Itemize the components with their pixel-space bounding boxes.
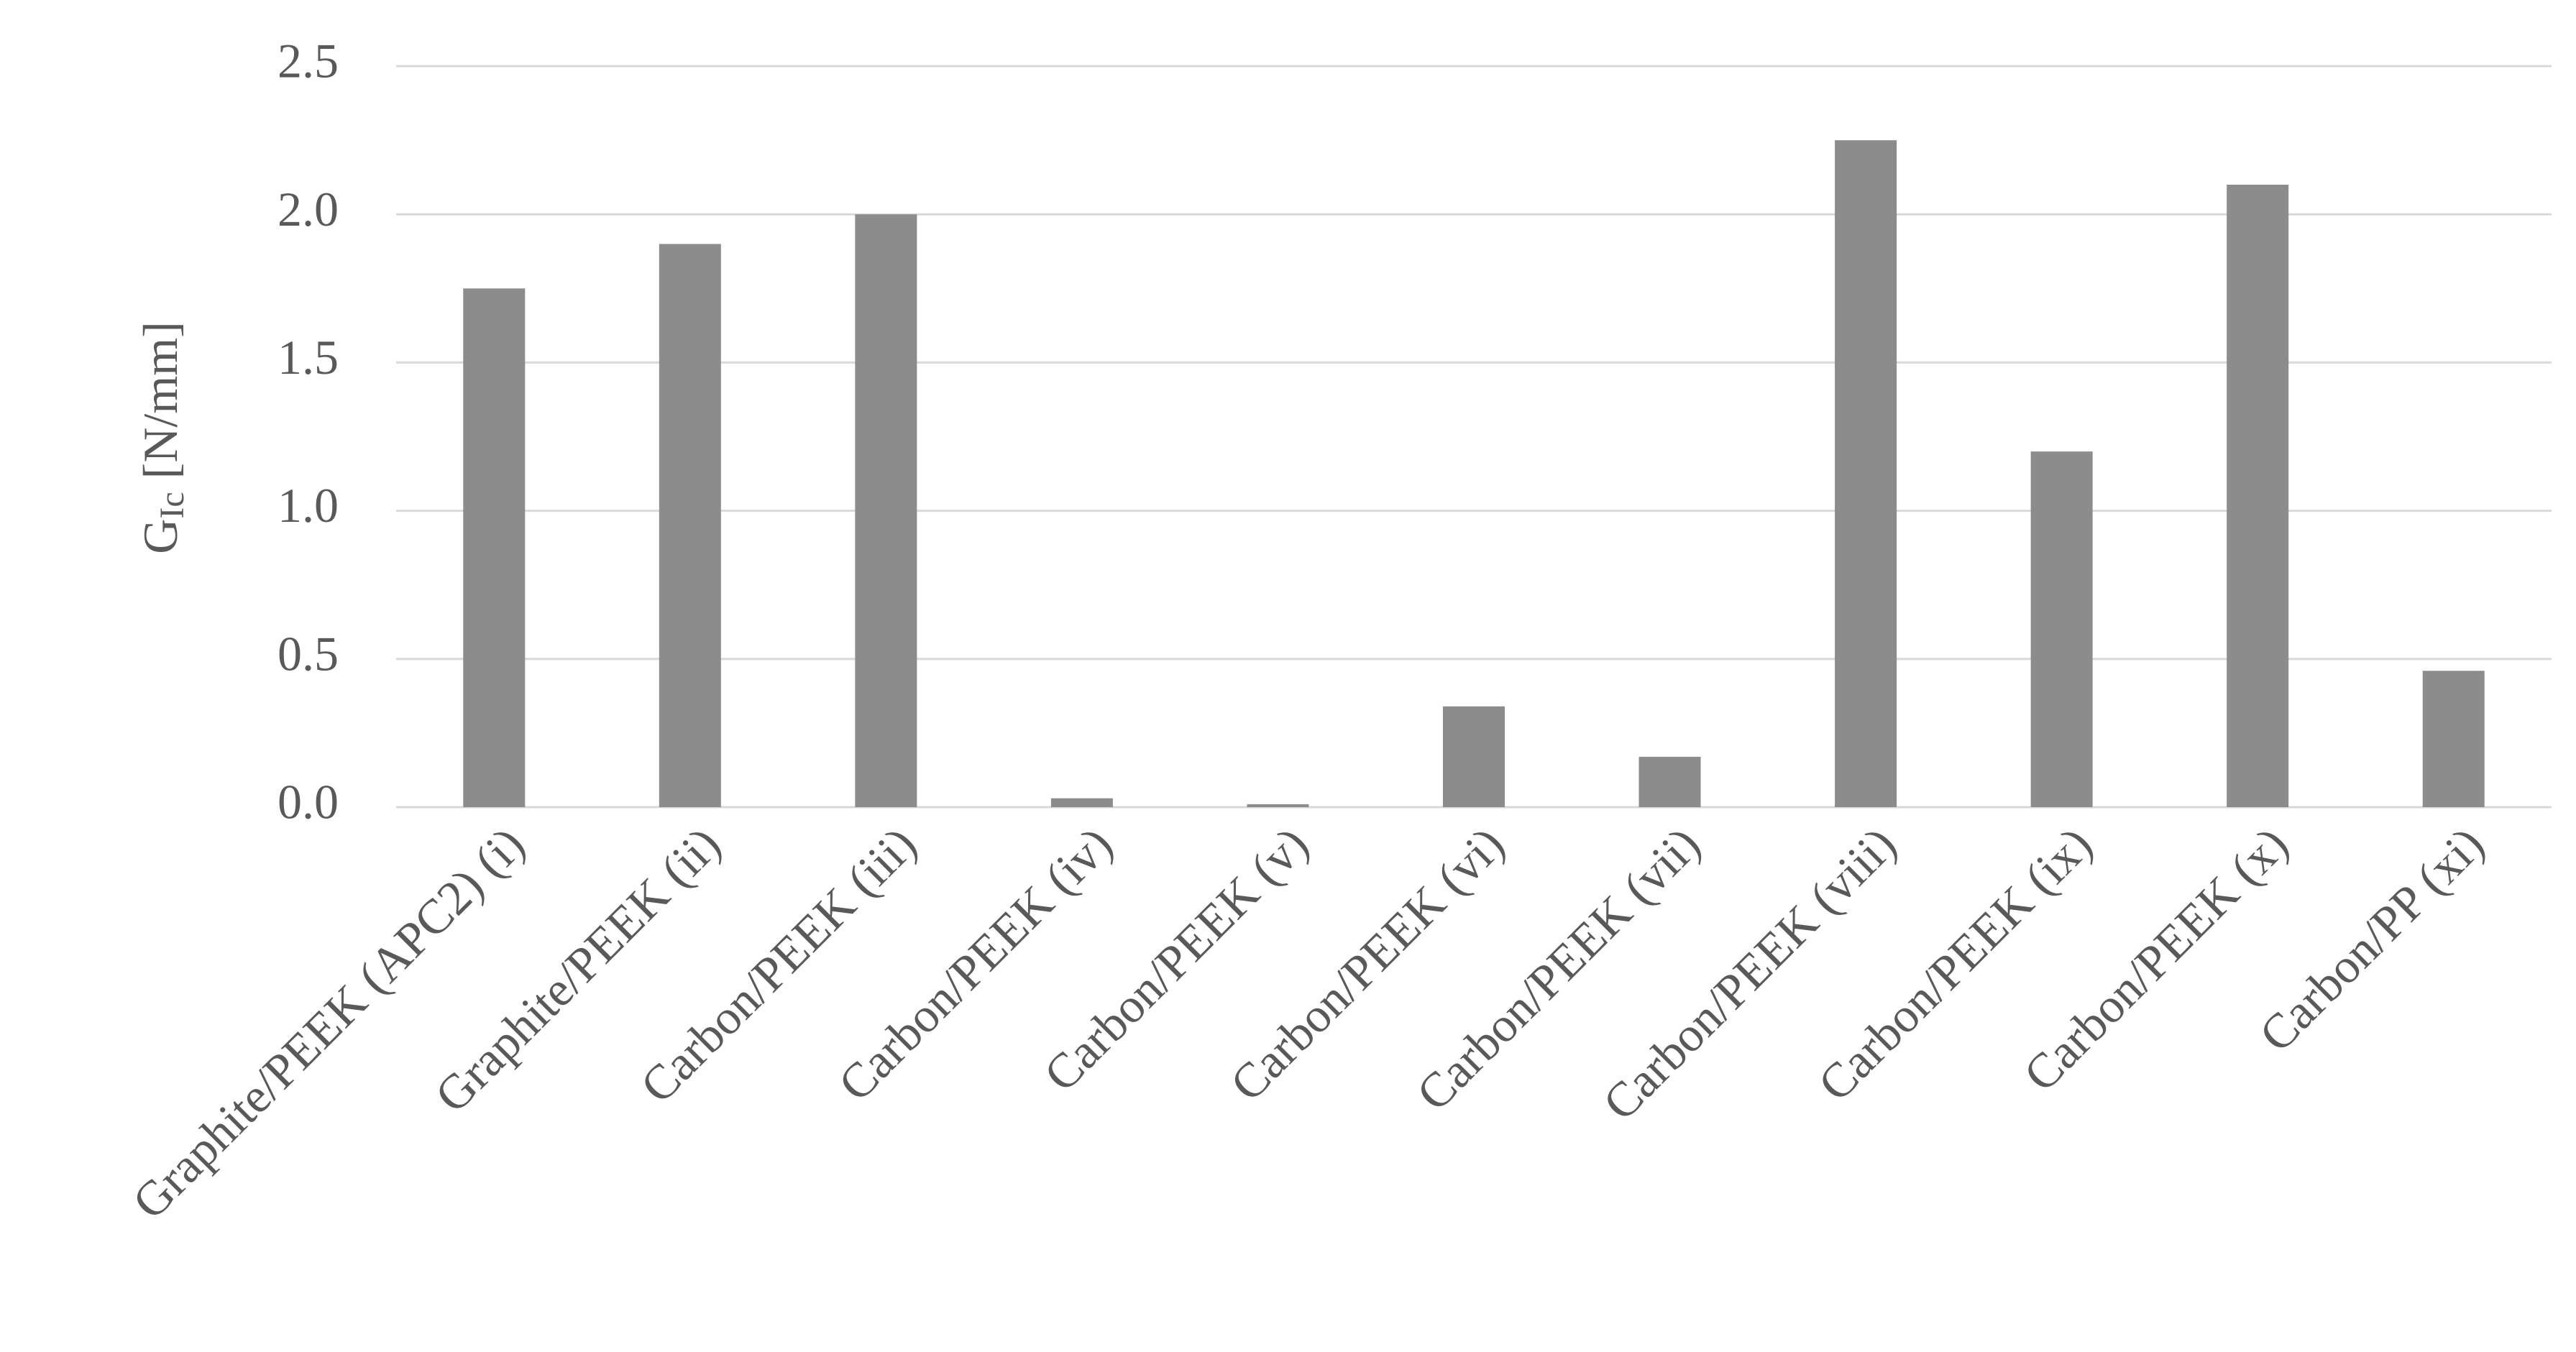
bar <box>2227 184 2289 808</box>
bar <box>2422 671 2485 807</box>
bar <box>855 214 917 807</box>
y-tick-label: 1.5 <box>278 330 339 385</box>
bar <box>659 244 721 807</box>
y-label-unit: [N/mm] <box>133 321 188 479</box>
bar <box>1247 804 1309 807</box>
y-tick-label: 0.5 <box>278 626 339 681</box>
y-tick-label: 0.0 <box>278 775 339 829</box>
y-tick-label: 2.0 <box>278 182 339 236</box>
bar <box>1050 798 1113 807</box>
bar <box>463 288 526 807</box>
bar <box>1443 706 1505 807</box>
y-label-symbol: G <box>133 519 188 554</box>
bar <box>1835 140 1897 808</box>
bar <box>2030 451 2093 807</box>
bar <box>1638 756 1701 807</box>
x-tick-label: Graphite/PEEK (APC2) (i) <box>122 817 535 1230</box>
y-tick-label: 1.0 <box>278 478 339 533</box>
y-label-subscript: Ic <box>153 492 191 518</box>
y-axis-label: GIc [N/mm] <box>133 321 191 553</box>
y-tick-label: 2.5 <box>278 34 339 88</box>
